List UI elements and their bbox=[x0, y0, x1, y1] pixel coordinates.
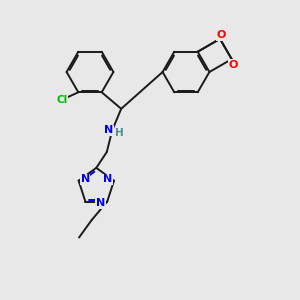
Text: O: O bbox=[217, 30, 226, 40]
Text: N: N bbox=[104, 125, 113, 135]
Text: Cl: Cl bbox=[56, 95, 68, 105]
Text: O: O bbox=[229, 59, 238, 70]
Text: N: N bbox=[103, 174, 112, 184]
Text: H: H bbox=[115, 128, 124, 138]
Text: N: N bbox=[81, 174, 90, 184]
Text: N: N bbox=[96, 198, 105, 208]
